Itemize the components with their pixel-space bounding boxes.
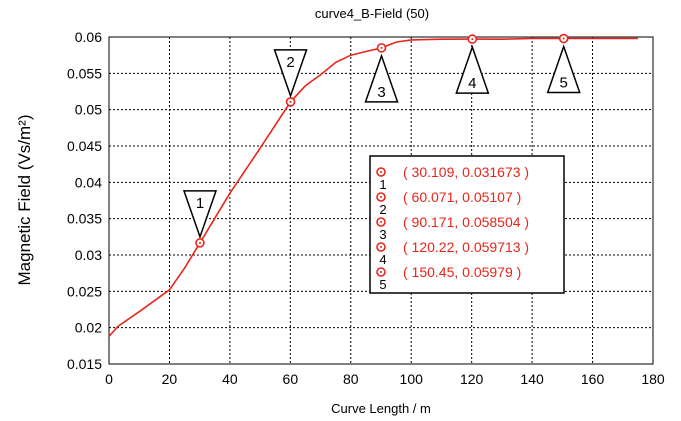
marker-label: 4 <box>468 75 476 92</box>
legend-item-label: ( 60.071, 0.05107 ) <box>403 189 521 205</box>
legend-marker-center <box>380 271 382 273</box>
marker-2: 2 <box>275 50 307 106</box>
marker-point-center <box>563 38 565 40</box>
legend-item-number: 2 <box>379 202 386 217</box>
legend-item-label: ( 120.22, 0.059713 ) <box>403 239 529 255</box>
y-axis: 0.015 0.02 0.025 0.03 0.035 0.04 0.045 0.05 0.05… <box>67 29 102 372</box>
x-tick-label: 120 <box>460 371 484 387</box>
marker-point-center <box>290 101 292 103</box>
y-tick-label: 0.03 <box>75 247 102 263</box>
legend-item-label: ( 30.109, 0.031673 ) <box>403 164 529 180</box>
marker-label: 5 <box>560 75 568 92</box>
y-tick-label: 0.015 <box>67 356 102 372</box>
marker-1: 1 <box>184 191 216 247</box>
legend: 1 ( 30.109, 0.031673 ) 2 ( 60.071, 0.05107 … <box>370 156 564 293</box>
y-axis-label: Magnetic Field (Vs/m²) <box>15 115 34 286</box>
y-tick-label: 0.045 <box>67 138 102 154</box>
legend-item-number: 1 <box>379 177 386 192</box>
y-tick-label: 0.035 <box>67 211 102 227</box>
legend-item-number: 3 <box>379 227 386 242</box>
legend-item-number: 4 <box>379 252 386 267</box>
chart-title: curve4_B-Field (50) <box>315 6 429 21</box>
x-tick-label: 0 <box>105 371 113 387</box>
marker-label: 1 <box>196 195 204 212</box>
legend-marker-center <box>380 246 382 248</box>
marker-point-center <box>199 242 201 244</box>
y-tick-label: 0.04 <box>75 174 102 190</box>
legend-marker-center <box>380 196 382 198</box>
marker-point-center <box>471 38 473 40</box>
x-tick-label: 60 <box>283 371 299 387</box>
y-tick-label: 0.025 <box>67 283 102 299</box>
x-tick-label: 40 <box>222 371 238 387</box>
legend-item-label: ( 150.45, 0.05979 ) <box>403 264 521 280</box>
x-tick-label: 100 <box>400 371 424 387</box>
x-tick-label: 20 <box>162 371 178 387</box>
y-tick-label: 0.05 <box>75 102 102 118</box>
legend-marker-center <box>380 171 382 173</box>
y-tick-label: 0.02 <box>75 320 102 336</box>
legend-item-label: ( 90.171, 0.058504 ) <box>403 214 529 230</box>
y-tick-label: 0.06 <box>75 29 102 45</box>
x-tick-label: 180 <box>641 371 665 387</box>
legend-marker-center <box>380 221 382 223</box>
marker-5: 5 <box>548 35 580 93</box>
marker-4: 4 <box>456 35 488 93</box>
marker-label: 3 <box>377 84 385 101</box>
x-tick-label: 160 <box>581 371 605 387</box>
x-tick-label: 80 <box>343 371 359 387</box>
x-axis-label: Curve Length / m <box>331 401 431 416</box>
marker-label: 2 <box>286 54 294 71</box>
legend-item-number: 5 <box>379 277 386 292</box>
x-tick-label: 140 <box>520 371 544 387</box>
marker-point-center <box>381 47 383 49</box>
x-axis: 0 20 40 60 80 100 120 140 160 180 <box>105 371 665 387</box>
y-tick-label: 0.055 <box>67 65 102 81</box>
